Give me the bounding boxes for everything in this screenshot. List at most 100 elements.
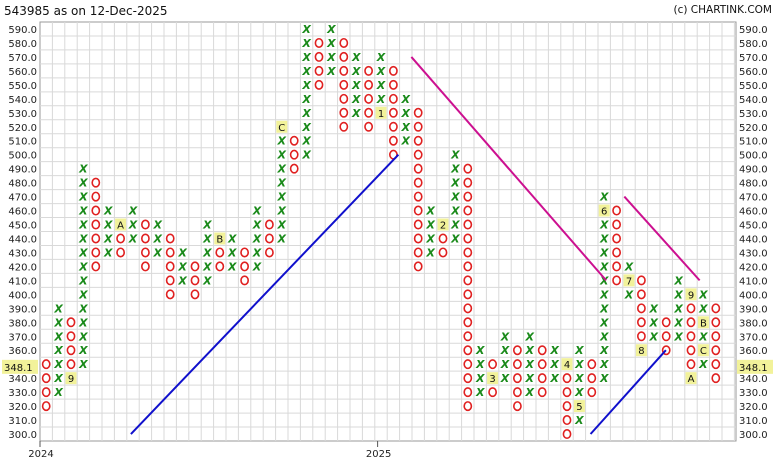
x-box: X <box>549 358 559 371</box>
resistance-trendline <box>410 56 607 282</box>
month-marker-bg <box>623 274 635 287</box>
o-box <box>91 219 101 230</box>
o-box <box>91 247 101 258</box>
y-tick-label: 440.0 <box>739 234 768 245</box>
month-marker: B <box>700 318 707 329</box>
x-box: X <box>277 205 287 218</box>
o-box <box>488 387 497 398</box>
x-box: X <box>177 260 187 273</box>
x-box: X <box>599 302 609 315</box>
o-box <box>165 261 175 272</box>
o-box <box>264 233 274 244</box>
last-price-right: 348.1 <box>739 363 768 374</box>
o-box <box>463 247 473 258</box>
y-tick-label: 420.0 <box>739 262 768 273</box>
month-marker-bg <box>375 106 387 119</box>
y-tick-label: 480.0 <box>8 179 37 190</box>
o-box <box>711 317 721 328</box>
x-box: X <box>401 93 411 106</box>
month-marker: 7 <box>626 276 632 287</box>
y-tick-label: 560.0 <box>739 67 768 78</box>
x-box: X <box>78 358 88 371</box>
x-box: X <box>599 191 609 204</box>
y-tick-label: 310.0 <box>8 416 37 427</box>
o-box <box>289 149 299 160</box>
o-box <box>91 261 101 272</box>
x-box: X <box>103 219 113 232</box>
o-box <box>661 331 671 342</box>
o-box <box>190 261 200 272</box>
x-box: X <box>153 232 163 245</box>
o-box <box>661 317 671 328</box>
x-box: X <box>277 177 287 190</box>
o-box <box>413 233 423 244</box>
o-box <box>364 65 373 76</box>
o-box <box>463 233 473 244</box>
o-box <box>388 65 398 76</box>
y-tick-label: 570.0 <box>739 53 768 64</box>
x-box: X <box>401 107 411 120</box>
o-box <box>314 51 324 62</box>
y-tick-label: 550.0 <box>739 81 768 92</box>
month-marker-bg <box>635 344 647 357</box>
x-box: X <box>53 358 63 371</box>
o-box <box>637 289 646 300</box>
x-box: X <box>202 219 212 232</box>
x-box: X <box>673 330 683 343</box>
x-box: X <box>301 135 311 148</box>
x-box: X <box>78 191 88 204</box>
o-box <box>686 303 696 314</box>
x-box: X <box>252 260 262 273</box>
o-box <box>463 177 473 188</box>
x-box: X <box>53 372 63 385</box>
o-box <box>537 359 547 370</box>
x-box: X <box>500 372 510 385</box>
month-marker-bg <box>276 120 288 133</box>
x-box: X <box>401 135 411 148</box>
month-marker-bg <box>561 358 573 371</box>
x-box: X <box>277 219 287 232</box>
y-tick-label: 360.0 <box>8 346 37 357</box>
o-box <box>264 219 274 230</box>
x-box: X <box>78 330 88 343</box>
o-box <box>364 79 373 90</box>
o-box <box>314 37 324 48</box>
o-box <box>339 79 349 90</box>
chart-marks: XXXXXXX9XXXXXXXXXXXXXXXXXXXAXXXXXXXXXXXX… <box>41 23 721 440</box>
y-tick-label: 410.0 <box>8 276 37 287</box>
x-box: X <box>450 191 460 204</box>
x-box: X <box>376 65 386 78</box>
month-marker: C <box>700 346 707 357</box>
o-box <box>711 331 721 342</box>
y-tick-label: 530.0 <box>8 109 37 120</box>
o-box <box>587 373 597 384</box>
x-box: X <box>376 79 386 92</box>
o-box <box>463 205 473 216</box>
y-tick-label: 370.0 <box>8 332 37 343</box>
y-tick-label: 580.0 <box>739 39 768 50</box>
o-box <box>637 317 646 328</box>
x-box: X <box>103 205 113 218</box>
y-tick-label: 550.0 <box>8 81 37 92</box>
o-box <box>537 345 547 356</box>
x-box: X <box>326 65 336 78</box>
x-box: X <box>525 386 535 399</box>
x-box: X <box>525 344 535 357</box>
o-box <box>165 275 175 286</box>
x-box: X <box>277 163 287 176</box>
x-box: X <box>301 121 311 134</box>
year-labels: 2024 2025 <box>28 441 391 460</box>
o-box <box>413 135 423 146</box>
o-box <box>513 345 522 356</box>
y-tick-label: 390.0 <box>8 304 37 315</box>
o-box <box>116 247 125 258</box>
x-box: X <box>698 358 708 371</box>
x-box: X <box>599 358 609 371</box>
month-marker: 9 <box>688 290 694 301</box>
x-box: X <box>599 219 609 232</box>
o-box <box>165 289 175 300</box>
o-box <box>463 387 473 398</box>
o-box <box>562 415 572 426</box>
o-box <box>116 233 125 244</box>
